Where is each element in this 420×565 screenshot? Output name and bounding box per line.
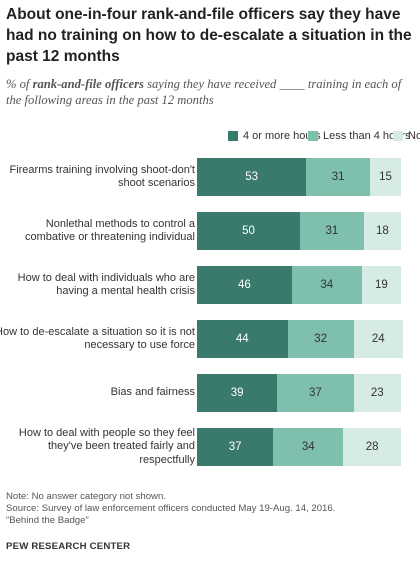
- data-label: 18: [376, 225, 389, 237]
- legend-label-4-or-more: 4 or more hours: [243, 130, 321, 142]
- data-label: 50: [242, 225, 255, 237]
- data-label: 39: [230, 387, 244, 399]
- bar-segment-4-or-more: 39: [197, 374, 278, 412]
- row-label: Nonlethal methods to control a combative…: [25, 217, 195, 244]
- bar-segment-none: 28: [343, 428, 401, 466]
- data-label: 15: [379, 171, 392, 183]
- bar-segment-4-or-more: 44: [197, 320, 288, 358]
- bar-segment-4-or-more: 53: [197, 158, 307, 196]
- subtitle-prefix: % of: [6, 77, 33, 91]
- bar-segment-less-than-4: 34: [291, 266, 362, 304]
- bar-segment-4-or-more: 50: [197, 212, 300, 250]
- bar-segment-4-or-more: 46: [197, 266, 292, 304]
- bar-segment-less-than-4: 31: [300, 212, 364, 250]
- bar-segment-none: 15: [370, 158, 401, 196]
- chart-subtitle: % of rank-and-file officers saying they …: [6, 76, 416, 108]
- footer-report: “Behind the Badge”: [6, 515, 89, 526]
- row-label: How to deal with people so they feel the…: [18, 426, 195, 466]
- footer-source: Source: Survey of law enforcement office…: [6, 503, 336, 514]
- data-label: 46: [237, 279, 251, 291]
- data-label: 28: [365, 441, 379, 453]
- legend-label-none: None: [408, 130, 420, 142]
- data-label: 37: [309, 387, 322, 399]
- legend-label-less-than-4: Less than 4 hours: [323, 130, 411, 142]
- data-label: 53: [245, 171, 258, 183]
- data-label: 34: [320, 279, 334, 291]
- legend-swatch-4-or-more: [228, 131, 238, 141]
- row-label: Firearms training involving shoot-don't …: [9, 163, 195, 190]
- legend-swatch-none: [393, 131, 403, 141]
- bar-segment-none: 18: [363, 212, 401, 250]
- subtitle-emphasis: rank-and-file officers: [32, 77, 144, 91]
- row-label: How to de-escalate a situation so it is …: [0, 325, 195, 352]
- bar-segment-less-than-4: 31: [306, 158, 371, 196]
- legend-item-none: None: [393, 130, 420, 142]
- bar-segment-less-than-4: 37: [277, 374, 354, 412]
- footer-note: Note: No answer category not shown.: [6, 491, 166, 502]
- legend-swatch-less-than-4: [308, 131, 318, 141]
- row-label: Bias and fairness: [110, 386, 195, 398]
- data-label: 44: [235, 333, 249, 345]
- legend-item-4-or-more: 4 or more hours: [228, 130, 321, 142]
- bar-segment-none: 24: [353, 320, 403, 358]
- data-label: 32: [314, 333, 327, 345]
- data-label: 37: [228, 441, 242, 453]
- bar-segment-none: 23: [353, 374, 401, 412]
- data-label: 24: [371, 333, 385, 345]
- bar-segment-4-or-more: 37: [197, 428, 274, 466]
- chart-title: About one-in-four rank-and-file officers…: [6, 6, 412, 65]
- data-label: 31: [325, 225, 339, 237]
- row-label: How to deal with individuals who are hav…: [17, 271, 195, 298]
- data-label: 23: [370, 387, 384, 399]
- bar-segment-none: 19: [361, 266, 401, 304]
- data-label: 34: [301, 441, 315, 453]
- data-label: 31: [331, 171, 345, 183]
- bar-segment-less-than-4: 32: [287, 320, 354, 358]
- data-label: 19: [374, 279, 388, 291]
- bar-segment-less-than-4: 34: [273, 428, 344, 466]
- brand-label: PEW RESEARCH CENTER: [6, 541, 131, 552]
- legend-item-less-than-4: Less than 4 hours: [308, 130, 410, 142]
- subtitle-suffix: saying they have received ____ training …: [6, 77, 402, 107]
